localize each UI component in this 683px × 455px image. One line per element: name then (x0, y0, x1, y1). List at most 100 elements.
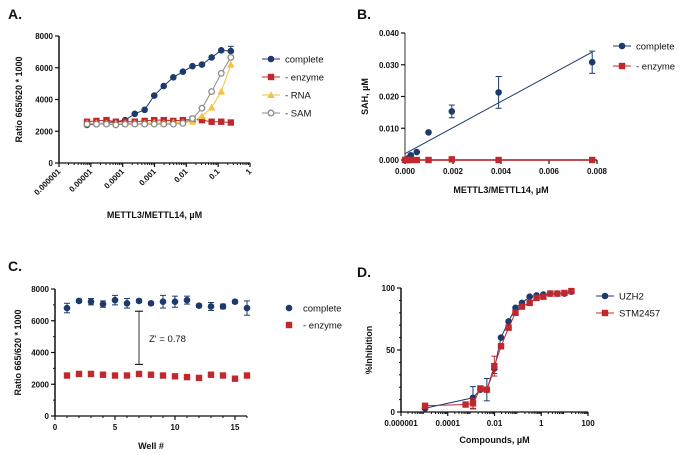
x-tick-label: 10 (171, 423, 180, 432)
x-tick-label: 0.1 (207, 167, 222, 182)
data-point (159, 298, 167, 306)
y-tick-label: 0.040 (379, 29, 400, 38)
data-point (540, 293, 547, 300)
data-point (75, 297, 83, 305)
data-point (208, 88, 216, 96)
data-point (131, 110, 139, 118)
legend-label: - enzyme (303, 321, 342, 332)
data-point (183, 373, 191, 381)
y-tick-label: 6000 (31, 317, 49, 326)
data-point (131, 120, 139, 128)
x-tick-label: 0.000 (395, 167, 416, 176)
data-point (217, 46, 225, 54)
y-tick-label: 2000 (35, 127, 53, 136)
data-point (87, 298, 95, 306)
x-axis-label: Well # (138, 441, 164, 451)
x-tick-label: 0.00001 (67, 167, 94, 194)
y-tick-label: 0.030 (379, 61, 400, 70)
data-point (217, 69, 225, 77)
data-point (195, 374, 203, 382)
x-tick-label: 0 (53, 423, 58, 432)
y-tick-label: 0.020 (379, 93, 400, 102)
y-tick-label: 8000 (31, 285, 49, 294)
x-axis-label: Compounds, µM (459, 435, 529, 445)
y-tick-label: 100 (382, 284, 396, 293)
data-point (227, 60, 235, 68)
panel-d: D. 0 50 100 0.000001 0.0001 0.01 1 100 Compounds,… (357, 264, 660, 445)
x-tick-label: 5 (113, 423, 118, 432)
data-point (123, 299, 131, 307)
data-point (183, 296, 191, 304)
data-point (135, 297, 143, 305)
data-point (141, 106, 148, 114)
data-point (568, 287, 575, 295)
series-sam (83, 53, 235, 129)
series-line (87, 57, 232, 126)
series-complete (63, 294, 251, 316)
data-point (198, 112, 206, 120)
data-point (135, 370, 143, 378)
data-point (160, 82, 168, 90)
panel-label: D. (357, 264, 371, 280)
legend-label: - enzyme (636, 62, 675, 73)
x-tick-label: 0.000001 (384, 419, 418, 428)
series-line (86, 49, 231, 126)
legend-marker (267, 91, 275, 98)
data-point (497, 334, 505, 341)
legend-marker (267, 73, 275, 81)
data-point (477, 385, 484, 392)
data-point (141, 120, 149, 128)
data-point (218, 118, 225, 125)
series-complete (401, 50, 596, 164)
series-enzyme (401, 156, 596, 164)
data-point (207, 371, 215, 378)
data-point (198, 61, 206, 68)
data-point (171, 298, 179, 306)
data-point (63, 304, 71, 312)
series-line (87, 64, 232, 124)
data-point (219, 372, 227, 379)
legend-marker (618, 42, 626, 50)
data-point (111, 372, 119, 379)
y-tick-label: 6000 (35, 64, 53, 73)
panel-label: C. (8, 258, 22, 274)
legend-label: - SAM (285, 109, 311, 120)
data-point (208, 118, 215, 125)
series-enzyme (63, 370, 251, 382)
legend-label: complete (636, 42, 675, 53)
x-tick-label: 0.006 (539, 167, 560, 176)
panel-b: B. 0.000 0.010 0.020 0.030 0.040 0.000 0.002 0.0… (357, 6, 675, 195)
data-point (150, 92, 158, 99)
data-point (111, 296, 119, 304)
x-tick-label: 100 (581, 419, 595, 428)
x-tick-label: 0.002 (443, 167, 464, 176)
panel-c: C. 0 2000 4000 6000 8000 0 5 10 15 Well # Ratio 665… (8, 258, 342, 451)
data-point (227, 53, 235, 61)
series-stm2457 (421, 287, 575, 409)
x-axis-label: METTL3/METTL14, µM (107, 210, 202, 220)
data-point (448, 108, 456, 115)
data-point (207, 103, 216, 111)
data-point (208, 54, 215, 61)
panel-label: B. (357, 6, 371, 22)
data-point (179, 119, 187, 127)
data-point (243, 304, 251, 312)
y-axis-label: SAH, µM (360, 78, 370, 115)
data-point (526, 299, 533, 307)
x-tick-label: 15 (231, 423, 240, 432)
x-tick-label: 0.000001 (32, 167, 62, 197)
data-point (469, 400, 477, 407)
legend-label: - RNA (285, 91, 312, 102)
data-point (497, 343, 505, 350)
legend-marker (618, 62, 626, 70)
x-tick-label: 1 (539, 419, 544, 428)
data-point (87, 370, 95, 378)
data-point (195, 302, 203, 309)
legend-label: - enzyme (285, 73, 324, 84)
data-point (512, 304, 519, 312)
y-tick-label: 50 (386, 346, 395, 355)
data-point (425, 156, 432, 164)
data-point (518, 303, 526, 310)
data-point (413, 156, 420, 164)
